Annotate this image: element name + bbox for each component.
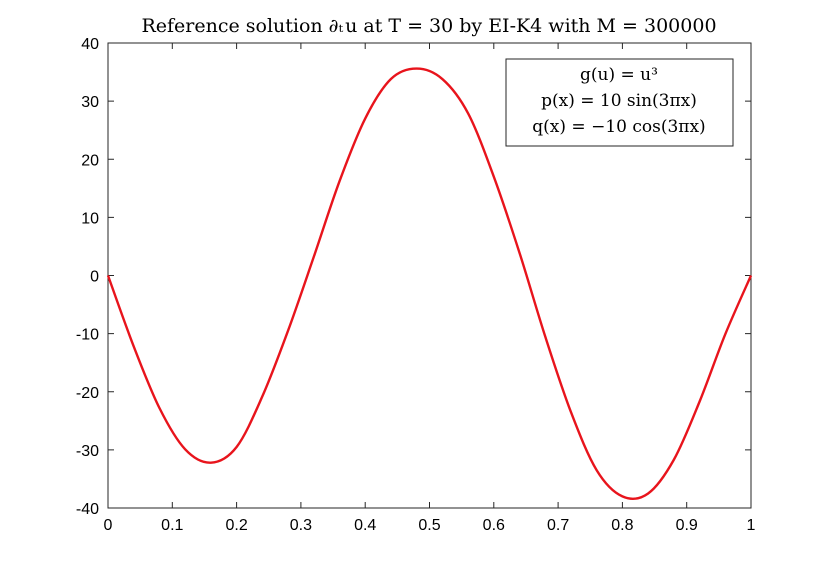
series-line xyxy=(106,67,753,500)
legend: g(u) = u³ p(x) = 10 sin(3πx) q(x) = −10 … xyxy=(505,58,734,147)
x-tick-label: 0.7 xyxy=(547,517,569,534)
x-tick-label: 1 xyxy=(747,517,756,534)
x-tick-label: 0.2 xyxy=(225,517,247,534)
x-tick-label: 0.5 xyxy=(418,517,440,534)
chart-title: Reference solution ∂ₜ u at T = 30 by EI-… xyxy=(141,15,716,37)
axis-ticks: 0 0.1 0.2 0.3 0.4 0.5 0.6 0.7 0.8 0.9 1 -40 -30 -20 -1… xyxy=(76,36,756,534)
legend-box xyxy=(505,58,734,147)
y-tick-label: 40 xyxy=(81,36,99,53)
y-tick-label: -20 xyxy=(76,385,99,402)
y-tick-label: -40 xyxy=(76,501,99,518)
x-tick-label: 0.1 xyxy=(161,517,183,534)
x-tick-label: 0.8 xyxy=(611,517,633,534)
x-tick-label: 0.9 xyxy=(676,517,698,534)
x-tick-label: 0.4 xyxy=(354,517,376,534)
y-tick-label: 0 xyxy=(90,269,99,286)
legend-line-g: g(u) = u³ xyxy=(580,65,658,85)
x-tick-label: 0.3 xyxy=(290,517,312,534)
x-tick-label: 0.6 xyxy=(483,517,505,534)
series-layer xyxy=(106,67,753,500)
y-tick-label: 30 xyxy=(81,94,99,111)
y-tick-label: -30 xyxy=(76,443,99,460)
legend-line-p: p(x) = 10 sin(3πx) xyxy=(541,91,697,111)
y-tick-label: -10 xyxy=(76,327,99,344)
y-tick-label: 20 xyxy=(81,152,99,169)
y-tick-label: 10 xyxy=(81,210,99,227)
legend-line-q: q(x) = −10 cos(3πx) xyxy=(532,117,705,137)
x-tick-label: 0 xyxy=(104,517,113,534)
